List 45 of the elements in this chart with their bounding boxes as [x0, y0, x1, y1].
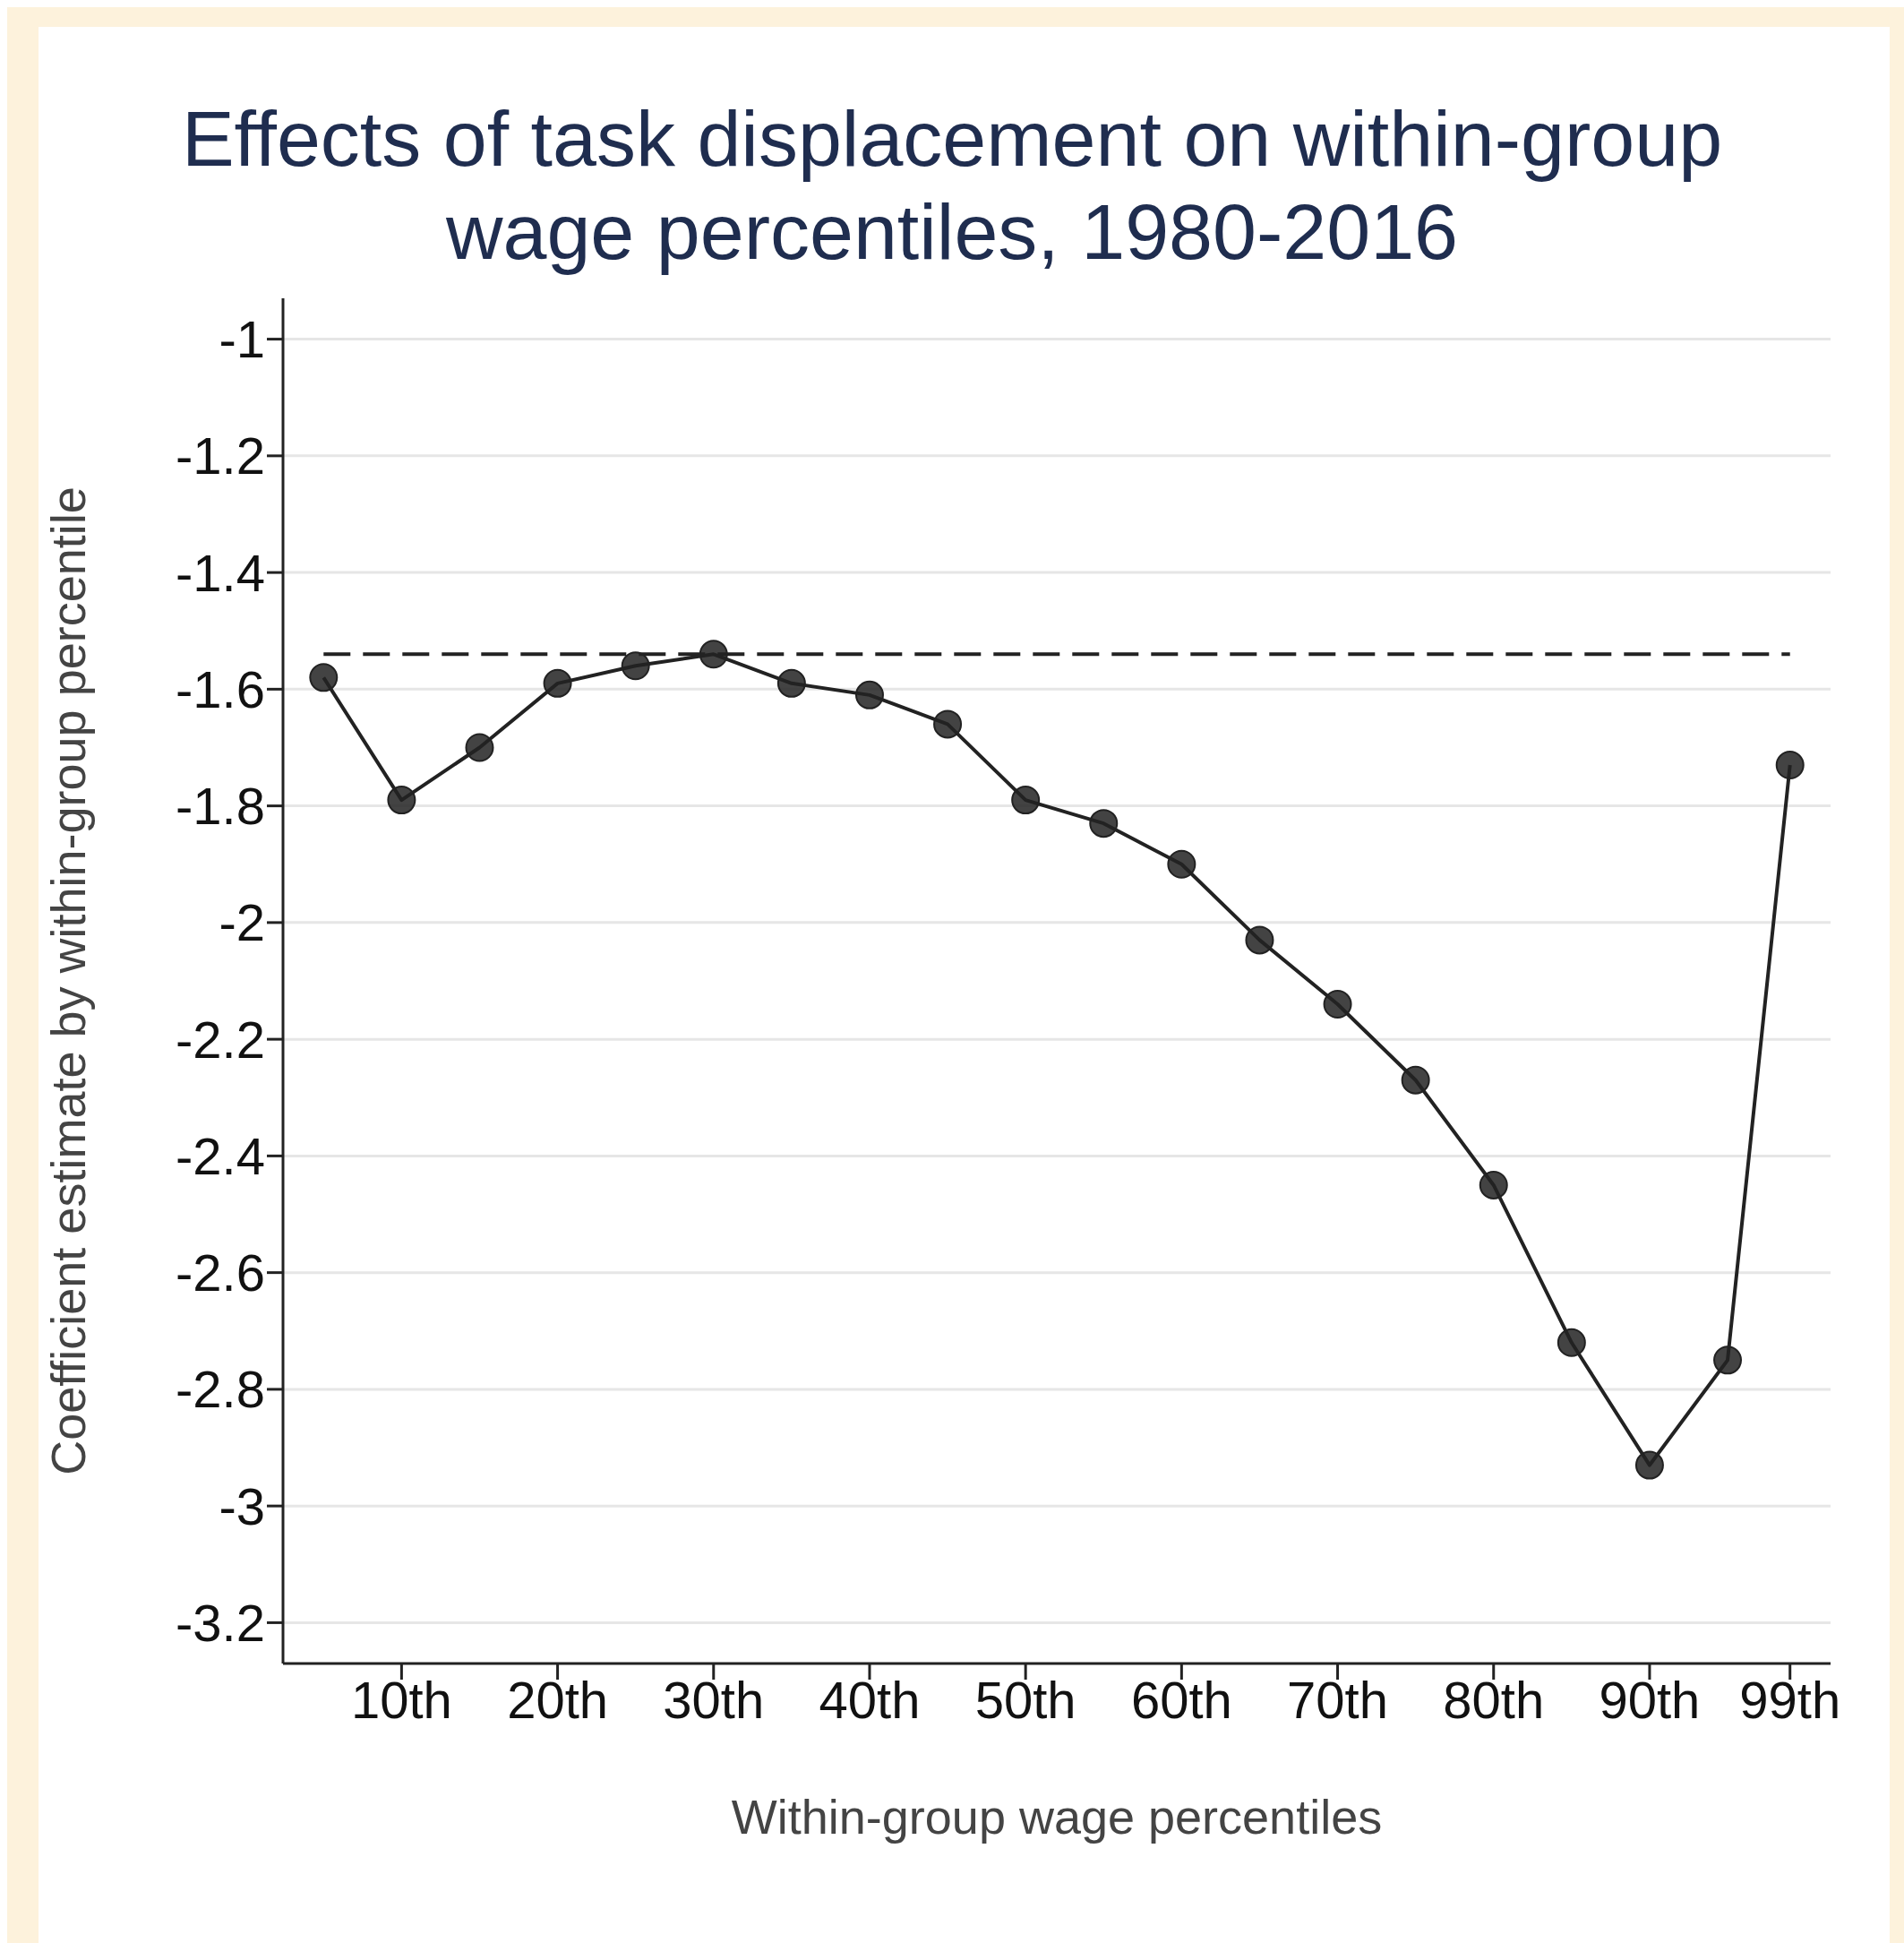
x-tick-label: 30th	[663, 1671, 765, 1730]
point	[543, 668, 572, 698]
y-tick-label: -2.8	[176, 1360, 265, 1419]
y-axis-title: Coefficient estimate by within-group percentile	[41, 486, 96, 1475]
x-tick-label: 99th	[1739, 1671, 1841, 1730]
point	[699, 640, 728, 669]
point	[621, 651, 650, 681]
y-tick-label: -2.2	[176, 1010, 265, 1069]
point	[933, 709, 963, 739]
y-tick-label: -1.2	[176, 426, 265, 486]
point	[776, 668, 806, 698]
y-tick-label: -2.4	[176, 1126, 265, 1185]
point	[1713, 1345, 1743, 1375]
point	[1011, 786, 1041, 815]
y-tick-label: -2	[219, 893, 265, 952]
point	[1775, 751, 1805, 780]
chart-title: Effects of task displacement on within-group wage percentiles, 1980-2016	[180, 93, 1724, 278]
x-tick-label: 70th	[1287, 1671, 1388, 1730]
point	[1557, 1328, 1586, 1357]
x-tick-label: 50th	[974, 1671, 1076, 1730]
y-tick-label: -1	[219, 310, 265, 369]
point	[854, 680, 884, 709]
point	[1634, 1450, 1664, 1480]
point	[1401, 1065, 1430, 1095]
point	[1479, 1170, 1508, 1199]
point	[1167, 849, 1196, 879]
x-axis-title: Within-group wage percentiles	[731, 1790, 1383, 1844]
x-tick-label: 90th	[1599, 1671, 1701, 1730]
x-tick-label: 20th	[507, 1671, 609, 1730]
point	[1323, 990, 1352, 1019]
y-tick-label: -2.6	[176, 1243, 265, 1302]
point	[1245, 925, 1274, 955]
point	[465, 733, 494, 762]
x-tick-label: 10th	[350, 1671, 452, 1730]
y-tick-label: -1.6	[176, 659, 265, 718]
y-tick-label: -1.8	[176, 777, 265, 836]
x-tick-label: 80th	[1443, 1671, 1545, 1730]
y-tick-label: -3.2	[176, 1594, 265, 1652]
point	[387, 786, 416, 815]
point	[309, 663, 339, 692]
x-tick-label: 60th	[1130, 1671, 1232, 1730]
y-tick-label: -3	[219, 1476, 265, 1535]
point	[1089, 809, 1119, 838]
y-tick-label: -1.4	[176, 543, 265, 602]
x-tick-label: 40th	[819, 1671, 921, 1730]
